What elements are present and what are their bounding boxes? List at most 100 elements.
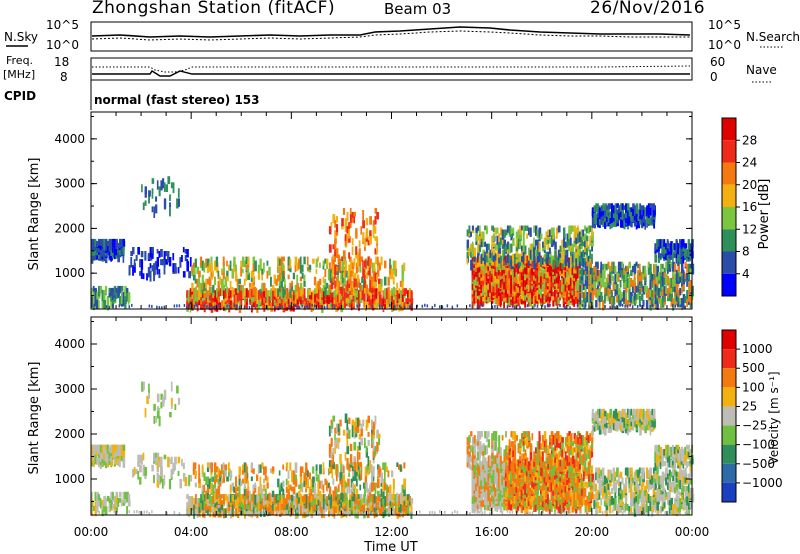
data-pixel [319, 278, 322, 286]
data-pixel [482, 231, 485, 241]
data-pixel [628, 292, 631, 303]
data-pixel [240, 498, 243, 508]
data-pixel [334, 240, 337, 250]
data-pixel [665, 243, 668, 250]
data-pixel [638, 296, 641, 306]
data-pixel [407, 290, 410, 298]
data-pixel [407, 500, 409, 509]
data-pixel [229, 260, 232, 271]
data-pixel [221, 300, 224, 309]
data-pixel [635, 294, 639, 300]
data-pixel [112, 289, 114, 300]
data-pixel [598, 287, 601, 296]
data-pixel [271, 284, 275, 291]
data-pixel [636, 304, 639, 308]
data-pixel [401, 278, 404, 290]
data-pixel [379, 494, 381, 502]
data-pixel [105, 238, 108, 245]
freq-tick-bottom: 8 [60, 70, 68, 84]
data-pixel [568, 265, 571, 275]
data-pixel [280, 284, 283, 292]
data-pixel [181, 255, 183, 262]
data-pixel [319, 286, 322, 294]
data-pixel [105, 444, 108, 450]
data-pixel [328, 288, 331, 295]
data-pixel [335, 230, 339, 236]
data-pixel [404, 306, 406, 310]
data-pixel [342, 288, 345, 297]
data-pixel [168, 458, 171, 464]
data-pixel [503, 253, 506, 261]
data-pixel [571, 225, 574, 232]
data-pixel [482, 271, 485, 281]
data-pixel [247, 486, 250, 497]
noise-tick-right-bottom: 10^0 [708, 38, 741, 52]
data-pixel [512, 289, 515, 297]
data-pixel [559, 245, 563, 252]
data-pixel [490, 289, 494, 301]
data-pixel [593, 205, 596, 213]
data-pixel [322, 294, 326, 305]
data-pixel [270, 496, 273, 506]
data-pixel [331, 298, 334, 304]
data-pixel [668, 277, 671, 284]
data-pixel [582, 257, 585, 268]
data-pixel [334, 272, 336, 279]
data-pixel [647, 265, 651, 275]
data-pixel [679, 247, 682, 254]
data-pixel [387, 286, 390, 292]
data-pixel [366, 508, 370, 519]
data-pixel [258, 502, 261, 511]
data-pixel [198, 270, 201, 278]
data-pixel [284, 498, 287, 509]
data-pixel [117, 285, 119, 293]
data-pixel [644, 207, 647, 217]
data-pixel [126, 506, 128, 515]
data-pixel [119, 491, 122, 498]
data-pixel [671, 303, 674, 307]
data-pixel [301, 286, 304, 295]
data-pixel [345, 288, 349, 299]
data-pixel [566, 233, 569, 241]
data-pixel [482, 249, 486, 258]
data-pixel [626, 203, 630, 211]
data-pixel [196, 266, 200, 275]
data-pixel [575, 233, 578, 245]
data-pixel [522, 291, 526, 301]
data-pixel [482, 241, 485, 247]
data-pixel [559, 295, 561, 301]
data-pixel [198, 464, 200, 473]
data-pixel [630, 277, 633, 287]
data-pixel [485, 243, 489, 254]
data-pixel [122, 253, 125, 263]
data-pixel [623, 277, 626, 289]
data-pixel [280, 274, 284, 282]
data-pixel [624, 265, 628, 271]
data-pixel [203, 484, 206, 493]
nave-trace [92, 65, 691, 73]
data-pixel [120, 238, 123, 248]
data-pixel [186, 305, 188, 309]
data-pixel [296, 274, 299, 285]
data-pixel [584, 273, 588, 281]
data-pixel [257, 270, 261, 280]
data-pixel [151, 188, 154, 194]
data-pixel [619, 279, 622, 288]
data-pixel [284, 292, 287, 303]
data-pixel [92, 238, 95, 246]
data-pixel [480, 293, 483, 300]
data-pixel [587, 225, 591, 234]
data-pixel [334, 238, 337, 245]
data-pixel [310, 292, 314, 300]
data-pixel [174, 456, 177, 465]
data-pixel [631, 265, 635, 273]
cpid-text: normal (fast stereo) 153 [94, 93, 260, 107]
data-pixel [517, 283, 520, 293]
data-pixel [167, 456, 170, 468]
data-pixel [498, 251, 501, 258]
data-pixel [631, 279, 635, 287]
data-pixel [113, 504, 117, 511]
data-pixel [223, 300, 225, 307]
data-pixel [226, 290, 229, 301]
